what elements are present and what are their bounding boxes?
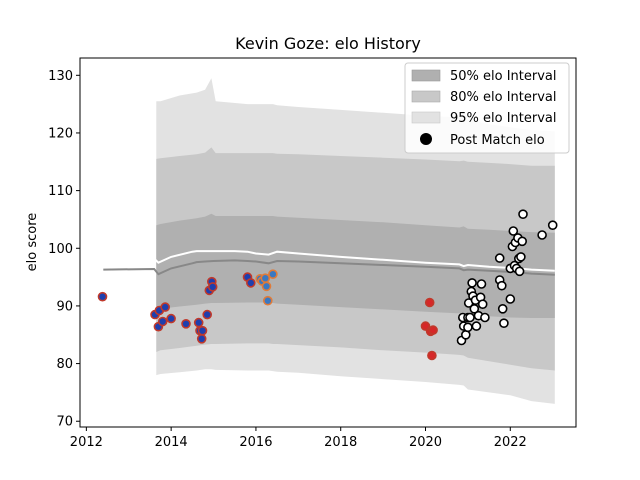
mean-lines xyxy=(103,250,555,276)
data-point xyxy=(157,316,168,327)
data-point xyxy=(467,278,477,288)
y-tick-label: 120 xyxy=(48,126,73,141)
data-point xyxy=(463,322,473,333)
data-point xyxy=(196,333,207,344)
data-point xyxy=(166,313,176,324)
interval-bands xyxy=(156,78,555,404)
plot-frame xyxy=(79,57,577,428)
data-point xyxy=(424,297,435,308)
data-point xyxy=(428,325,438,335)
data-point xyxy=(497,303,508,314)
data-point xyxy=(465,312,475,323)
legend: 50% elo Interval 80% elo Interval 95% el… xyxy=(404,62,570,154)
data-point xyxy=(427,350,437,361)
legend-swatch-95 xyxy=(411,111,441,124)
data-point xyxy=(537,230,547,240)
data-point xyxy=(477,299,488,310)
data-point xyxy=(181,318,191,329)
data-point xyxy=(514,266,525,277)
data-point xyxy=(262,295,273,306)
data-point xyxy=(499,318,509,329)
legend-label-80: 80% elo Interval xyxy=(450,90,557,105)
y-tick-label: 100 xyxy=(48,242,73,257)
data-point xyxy=(261,281,272,292)
data-point xyxy=(197,325,208,336)
y-tick-label: 80 xyxy=(56,357,73,372)
x-axis-ticks: 2012 2014 2016 2018 2020 2022 xyxy=(70,427,527,450)
chart-title: Kevin Goze: elo History xyxy=(235,34,421,53)
legend-label-50: 50% elo Interval xyxy=(450,69,557,84)
data-point xyxy=(516,252,526,262)
mean-line-white xyxy=(103,250,555,272)
data-point xyxy=(480,312,490,323)
data-point xyxy=(476,279,487,289)
legend-label-95: 95% elo Interval xyxy=(450,111,557,126)
data-point xyxy=(160,302,170,312)
data-point xyxy=(202,309,212,320)
x-tick-label: 2020 xyxy=(409,435,442,450)
x-tick-label: 2018 xyxy=(324,435,357,450)
data-point xyxy=(505,294,516,304)
data-point xyxy=(246,278,256,288)
y-tick-label: 90 xyxy=(56,299,73,314)
y-axis-label: elo score xyxy=(25,213,40,272)
y-axis-ticks: 70 80 90 100 110 120 130 xyxy=(48,69,80,430)
x-tick-label: 2016 xyxy=(239,435,272,450)
data-point xyxy=(508,226,519,236)
data-point xyxy=(471,321,482,331)
x-tick-label: 2012 xyxy=(70,435,103,450)
legend-swatch-50 xyxy=(411,69,441,82)
legend-marker-post-match xyxy=(420,133,432,145)
data-point xyxy=(496,280,507,291)
data-point xyxy=(517,236,528,247)
y-tick-label: 110 xyxy=(48,184,73,199)
data-point xyxy=(518,209,528,219)
data-point xyxy=(97,291,108,302)
legend-label-post-match: Post Match elo xyxy=(450,133,545,148)
data-point xyxy=(268,269,278,280)
y-tick-label: 130 xyxy=(48,69,73,84)
mean-line-gray xyxy=(103,259,555,276)
data-point xyxy=(193,317,204,328)
data-point xyxy=(260,273,271,284)
x-tick-label: 2022 xyxy=(494,435,527,450)
legend-box xyxy=(404,62,570,154)
data-point xyxy=(494,253,505,263)
y-tick-label: 70 xyxy=(56,415,73,430)
data-point xyxy=(547,220,558,230)
band-50 xyxy=(156,213,555,318)
post-match-points xyxy=(97,209,558,361)
data-point xyxy=(207,282,218,292)
x-tick-label: 2014 xyxy=(155,435,188,450)
legend-swatch-80 xyxy=(411,90,441,103)
